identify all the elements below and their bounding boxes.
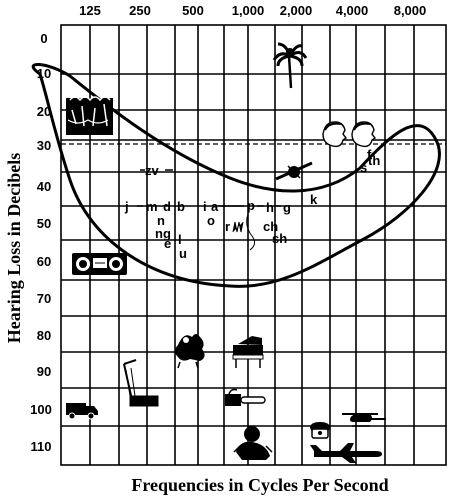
speech-sound-h: h [266,200,274,215]
x-tick: 500 [182,3,204,18]
speech-sound-s: s [360,160,367,175]
speech-sound-a: a [211,199,219,214]
airplane-icon [310,443,382,463]
x-tick: 1,000 [232,3,265,18]
speech-sound-r: r [225,219,230,234]
speech-sound-m: m [146,199,158,214]
y-axis-ticks: 0 10 20 30 40 50 60 70 80 90 100 110 [30,31,52,454]
chainsaw-icon [225,388,266,406]
speech-sound-l: l [178,232,182,247]
helicopter-icon [342,413,386,427]
y-tick: 110 [31,439,52,454]
x-tick: 8,000 [394,3,427,18]
speech-sound-d: d [163,199,171,214]
baby-icon [233,426,273,460]
speech-sound-u: u [179,246,187,261]
y-tick: 60 [37,254,51,269]
y-tick: 10 [37,66,51,81]
y-tick: 100 [30,402,52,417]
y-tick: 80 [37,328,51,343]
speech-sound-i: i [203,199,207,214]
x-tick: 2,000 [280,3,313,18]
speech-banana-outline [31,62,441,288]
x-axis-ticks: 125 250 500 1,000 2,000 4,000 8,000 [79,3,426,18]
speech-sound-o: o [207,213,215,228]
speech-sound-e: e [164,236,171,251]
telephone-icon [310,422,330,439]
radio-icon [72,253,127,275]
y-tick: 50 [37,216,51,231]
truck-icon [66,403,98,420]
x-tick: 4,000 [336,3,369,18]
speech-sound-zv: zv [145,163,160,178]
y-tick: 40 [37,179,51,194]
x-tick: 125 [79,3,101,18]
speech-sound-th: th [368,153,380,168]
speech-sound-sh: sh [272,231,287,246]
y-tick: 0 [40,31,47,46]
speech-dash-markers [137,169,281,207]
y-tick: 20 [37,104,51,119]
speech-sound-p: p [247,198,255,213]
scribble-mark [232,213,256,251]
bird-icon [175,334,205,369]
speech-sound-n: n [157,213,165,228]
speech-sound-ch: ch [263,219,278,234]
speech-sound-j: j [124,199,129,214]
y-tick: 70 [37,291,51,306]
x-axis-title: Frequencies in Cycles Per Second [131,475,388,495]
y-tick: 90 [37,364,51,379]
speech-sound-ng: ng [155,226,171,241]
lawnmower-icon [123,359,159,407]
x-tick: 250 [129,3,151,18]
speech-sound-k: k [310,192,318,207]
tree-icon [272,42,308,89]
fan-icon [275,161,313,181]
speech-sound-f: f [367,147,372,162]
speech-sounds: zv j m d b n ng e l u i a o r p h g ch s… [124,147,380,261]
y-tick: 30 [37,138,51,153]
grid-frame [60,24,447,466]
y-axis-title: Hearing Loss in Decibels [4,153,24,344]
speech-sound-b: b [177,199,185,214]
faces-icon [322,121,377,148]
leaves-icon [66,96,113,135]
speech-sound-g: g [283,200,291,215]
piano-icon [232,336,264,368]
